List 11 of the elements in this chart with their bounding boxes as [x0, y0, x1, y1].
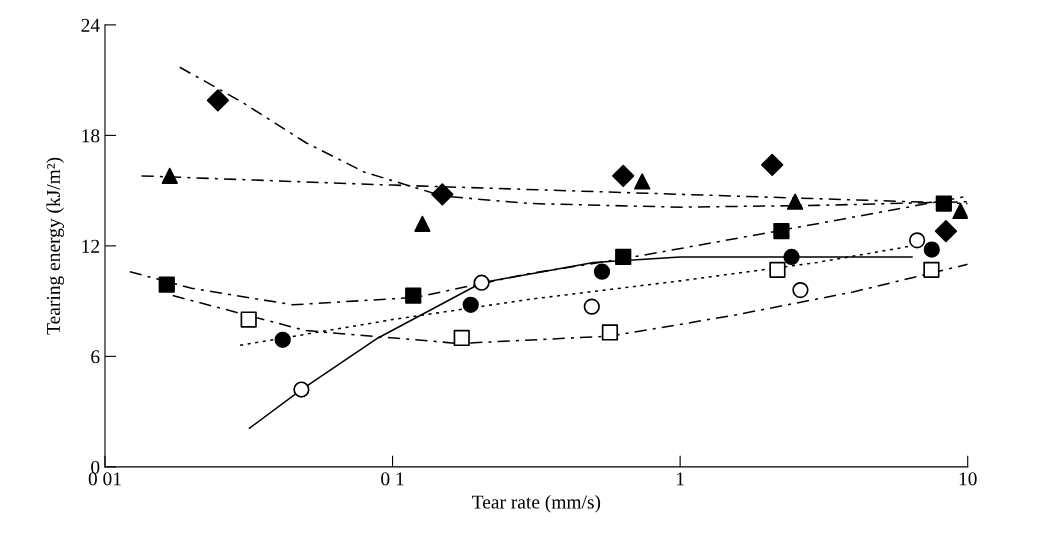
y-tick-label: 24	[81, 18, 100, 32]
x-tick-label: 0 01	[88, 472, 121, 486]
y-tick-label: 0	[91, 460, 100, 474]
x-tick-label: 1	[676, 472, 684, 486]
x-tick-label: 0 1	[381, 472, 404, 486]
y-tick-label: 18	[82, 129, 100, 143]
y-tick-label: 6	[91, 350, 100, 364]
y-tick-label: 12	[82, 239, 100, 253]
x-tick-label: 10	[959, 472, 977, 486]
y-axis-title: Tearing energy (kJ/m²)	[46, 157, 65, 335]
x-axis-title: Tear rate (mm/s)	[472, 494, 601, 513]
